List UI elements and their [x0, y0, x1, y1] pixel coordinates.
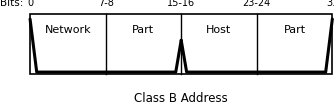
Text: Part: Part	[132, 25, 154, 35]
Text: Bits:: Bits:	[0, 0, 23, 8]
Text: 15-16: 15-16	[167, 0, 195, 8]
Text: 7-8: 7-8	[98, 0, 114, 8]
Text: Host: Host	[206, 25, 231, 35]
Text: Class B Address: Class B Address	[134, 92, 228, 105]
Text: 31: 31	[326, 0, 334, 8]
Text: Network: Network	[44, 25, 91, 35]
Text: 0: 0	[27, 0, 33, 8]
Bar	[30, 14, 332, 74]
Text: Part: Part	[284, 25, 306, 35]
Text: 23-24: 23-24	[242, 0, 271, 8]
